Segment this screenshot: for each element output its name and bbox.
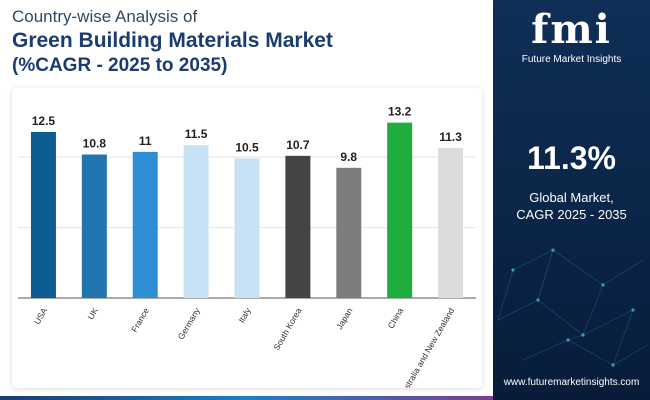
x-tick-label: Australia and New Zealand — [397, 306, 457, 388]
global-cagr-value: 11.3% — [527, 140, 616, 176]
fmi-logo: fmi Future Market Insights — [493, 6, 650, 66]
bar-chart: 12.5 USA 10.8 UK 11 France 11.5 Germany 10.5 Ital… — [18, 105, 476, 388]
title-block: Country-wise Analysis of Green Building … — [12, 6, 333, 78]
side-panel: fmi Future Market Insights 11.3% Global … — [493, 0, 650, 400]
chart-subtitle: (%CAGR - 2025 to 2035) — [12, 55, 228, 76]
x-tick-label: South Korea — [271, 306, 303, 352]
bar-usa — [30, 131, 56, 298]
data-label: 11 — [139, 134, 152, 148]
x-tick-label: Italy — [236, 305, 253, 324]
website-url[interactable]: www.futuremarketinsights.com — [503, 377, 640, 388]
bar-italy — [234, 158, 260, 298]
chart-panel: 12.5 USA 10.8 UK 11 France 11.5 Germany 10.5 Ital… — [12, 88, 482, 388]
data-label: 11.5 — [185, 127, 208, 141]
bar-germany — [183, 145, 209, 298]
x-tick-label: Japan — [334, 306, 354, 331]
title-line-1: Country-wise Analysis of — [12, 7, 198, 26]
global-cagr-period: CAGR 2025 - 2035 — [516, 207, 627, 222]
data-label: 12.5 — [32, 114, 56, 128]
data-label: 10.8 — [83, 137, 107, 151]
x-tick-label: Germany — [176, 305, 203, 341]
global-cagr-label: Global Market, — [529, 190, 614, 205]
bar-china — [387, 122, 413, 298]
x-tick-label: China — [386, 306, 406, 330]
x-tick-label: USA — [32, 306, 50, 326]
bar-south-korea — [285, 155, 311, 298]
network-graphic — [497, 248, 649, 367]
bar-france — [132, 151, 158, 298]
x-tick-label: UK — [85, 306, 100, 322]
data-label: 10.7 — [286, 138, 310, 152]
bottom-accent-strip — [0, 396, 493, 400]
logo-mark: fmi — [531, 6, 612, 53]
bar-japan — [336, 167, 362, 298]
chart-title: Green Building Materials Market — [12, 29, 333, 52]
data-label: 13.2 — [388, 105, 412, 119]
data-label: 11.3 — [439, 130, 462, 144]
bar-uk — [81, 154, 107, 298]
bar-australia-and-new-zealand — [438, 147, 464, 298]
logo-subtitle: Future Market Insights — [521, 54, 622, 65]
data-label: 10.5 — [235, 141, 259, 155]
data-label: 9.8 — [340, 150, 357, 164]
x-tick-label: France — [129, 306, 151, 334]
